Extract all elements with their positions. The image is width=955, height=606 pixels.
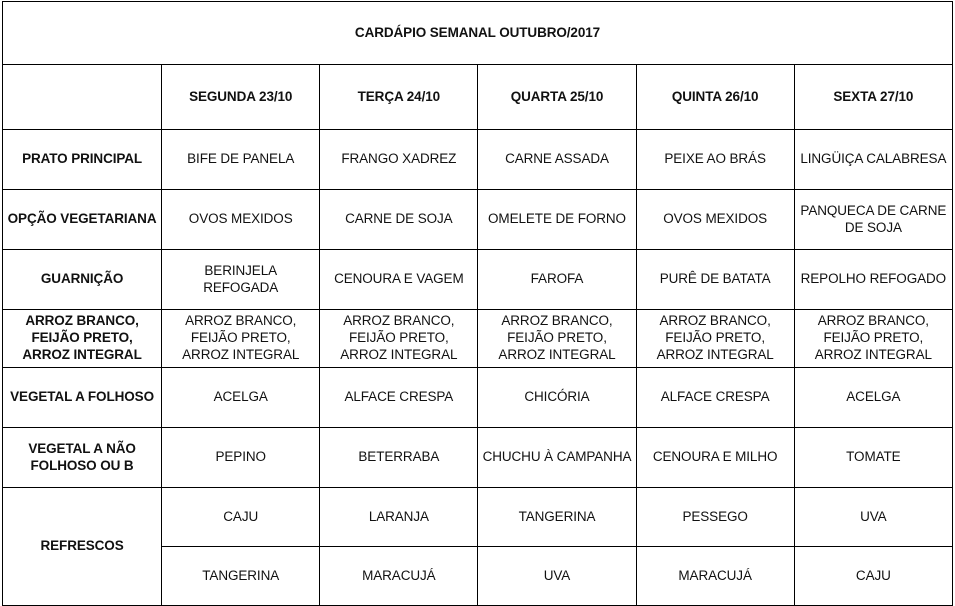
row-label-guarnicao: GUARNIÇÃO [1,249,163,310]
row-label-opcao-vegetariana: OPÇÃO VEGETARIANA [1,189,163,250]
table-row: TANGERINA MARACUJÁ UVA MARACUJÁ CAJU [3,546,954,606]
cell-prato-principal-quinta: PEIXE AO BRÁS [635,129,795,190]
cell-prato-principal-segunda: BIFE DE PANELA [161,129,321,190]
cell-opcao-vegetariana-segunda: OVOS MEXIDOS [161,189,321,250]
cell-vegetal-nao-folhoso-quarta: CHUCHU À CAMPANHA [477,427,637,488]
day-header-sexta: SEXTA 27/10 [793,64,954,130]
day-header-quinta: QUINTA 26/10 [635,64,795,130]
table-row: GUARNIÇÃO BERINJELA REFOGADA CENOURA E V… [1,249,954,310]
table-row: VEGETAL A NÃO FOLHOSO OU B PEPINO BETERR… [1,427,954,488]
table-row: ARROZ BRANCO, FEIJÃO PRETO, ARROZ INTEGR… [1,309,954,368]
cell-refresco2-sexta: CAJU [793,546,954,606]
cell-vegetal-a-folhoso-segunda: ACELGA [161,367,321,428]
cell-arroz-feijao-quinta: ARROZ BRANCO, FEIJÃO PRETO, ARROZ INTEGR… [635,309,795,368]
cell-refresco1-quinta: PESSEGO [635,487,795,547]
cell-arroz-feijao-sexta: ARROZ BRANCO, FEIJÃO PRETO, ARROZ INTEGR… [793,309,954,368]
cell-opcao-vegetariana-quarta: OMELETE DE FORNO [477,189,637,250]
table-corner-cell [1,64,163,130]
table-row: VEGETAL A FOLHOSO ACELGA ALFACE CRESPA C… [1,367,954,428]
cell-refresco1-terca: LARANJA [319,487,479,547]
cell-arroz-feijao-quarta: ARROZ BRANCO, FEIJÃO PRETO, ARROZ INTEGR… [477,309,637,368]
cell-refresco2-segunda: TANGERINA [161,546,321,606]
cell-vegetal-a-folhoso-quinta: ALFACE CRESPA [635,367,795,428]
cell-refresco1-sexta: UVA [793,487,954,547]
cell-refresco1-segunda: CAJU [161,487,321,547]
cell-refresco1-quarta: TANGERINA [477,487,637,547]
cell-refresco2-quarta: UVA [477,546,637,606]
day-header-quarta: QUARTA 25/10 [477,64,637,130]
row-label-arroz-feijao: ARROZ BRANCO, FEIJÃO PRETO, ARROZ INTEGR… [1,309,163,368]
cell-vegetal-nao-folhoso-segunda: PEPINO [161,427,321,488]
cell-guarnicao-sexta: REPOLHO REFOGADO [793,249,954,310]
cell-guarnicao-terca: CENOURA E VAGEM [319,249,479,310]
row-label-refrescos: REFRESCOS [1,487,163,606]
cell-refresco2-terca: MARACUJÁ [319,546,479,606]
day-header-terca: TERÇA 24/10 [319,64,479,130]
cell-vegetal-a-folhoso-sexta: ACELGA [793,367,954,428]
cell-vegetal-a-folhoso-quarta: CHICÓRIA [477,367,637,428]
row-label-prato-principal: PRATO PRINCIPAL [1,129,163,190]
cell-opcao-vegetariana-quinta: OVOS MEXIDOS [635,189,795,250]
table-row: REFRESCOS CAJU LARANJA TANGERINA PESSEGO… [1,487,954,606]
document-title: CARDÁPIO SEMANAL OUTUBRO/2017 [2,1,953,65]
table-row: OPÇÃO VEGETARIANA OVOS MEXIDOS CARNE DE … [1,189,954,250]
cell-prato-principal-quarta: CARNE ASSADA [477,129,637,190]
table-row: PRATO PRINCIPAL BIFE DE PANELA FRANGO XA… [1,129,954,190]
title-row: CARDÁPIO SEMANAL OUTUBRO/2017 [2,1,953,65]
cell-refresco2-quinta: MARACUJÁ [635,546,795,606]
cell-prato-principal-sexta: LINGÜIÇA CALABRESA [793,129,954,190]
cell-vegetal-nao-folhoso-sexta: TOMATE [793,427,954,488]
cell-prato-principal-terca: FRANGO XADREZ [319,129,479,190]
cell-vegetal-nao-folhoso-terca: BETERRABA [319,427,479,488]
cell-guarnicao-quinta: PURÊ DE BATATA [635,249,795,310]
day-header-segunda: SEGUNDA 23/10 [161,64,321,130]
cell-vegetal-a-folhoso-terca: ALFACE CRESPA [319,367,479,428]
cell-guarnicao-quarta: FAROFA [477,249,637,310]
cell-opcao-vegetariana-sexta: PANQUECA DE CARNE DE SOJA [793,189,954,250]
cell-guarnicao-segunda: BERINJELA REFOGADA [161,249,321,310]
header-row: SEGUNDA 23/10 TERÇA 24/10 QUARTA 25/10 Q… [1,64,954,130]
cell-vegetal-nao-folhoso-quinta: CENOURA E MILHO [635,427,795,488]
row-label-vegetal-nao-folhoso: VEGETAL A NÃO FOLHOSO OU B [1,427,163,488]
cell-opcao-vegetariana-terca: CARNE DE SOJA [319,189,479,250]
cell-arroz-feijao-segunda: ARROZ BRANCO, FEIJÃO PRETO, ARROZ INTEGR… [161,309,321,368]
cell-arroz-feijao-terca: ARROZ BRANCO, FEIJÃO PRETO, ARROZ INTEGR… [319,309,479,368]
row-label-vegetal-a-folhoso: VEGETAL A FOLHOSO [1,367,163,428]
